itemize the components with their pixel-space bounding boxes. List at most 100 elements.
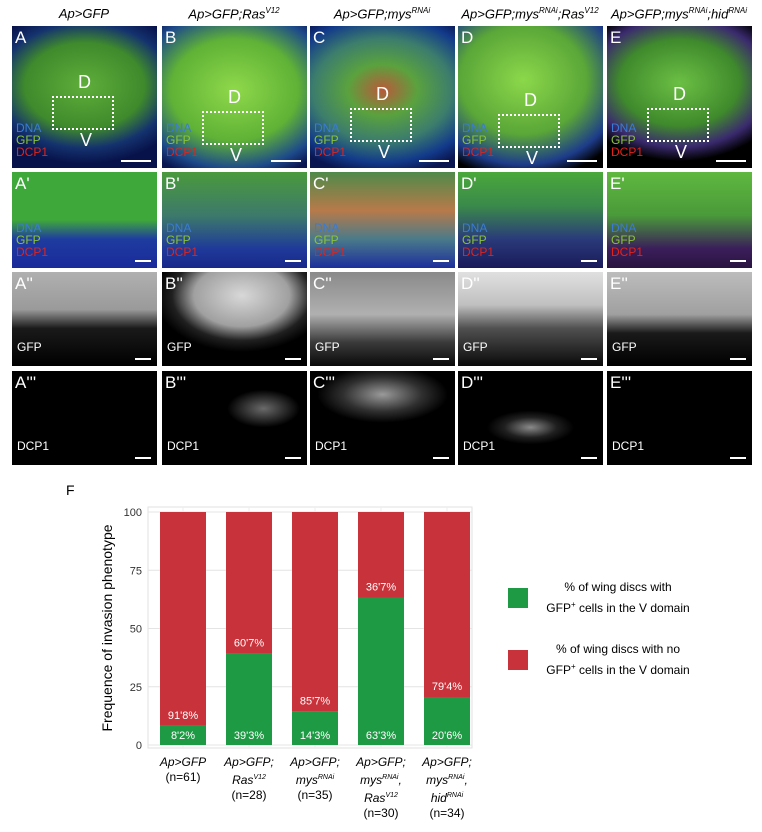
scale-bar xyxy=(567,160,597,162)
column-title-a: Ap>GFP xyxy=(58,6,110,21)
bar-green-label: 39'3% xyxy=(234,730,264,742)
microscopy-panel-c-row2: C'' GFP xyxy=(310,272,455,366)
bar-red-label: 79'4% xyxy=(432,681,462,693)
scale-bar xyxy=(285,457,301,459)
panel-label: C''' xyxy=(313,373,336,392)
panel-label: E xyxy=(610,28,622,47)
bar-red-label: 85'7% xyxy=(300,696,330,708)
x-tick-label: Ap>GFP; RasV12 (n=28) xyxy=(224,755,274,802)
panel-label: E''' xyxy=(610,373,632,392)
dna-label: DNA xyxy=(314,221,340,235)
bar-green xyxy=(226,653,272,745)
zoom-region-box xyxy=(52,96,114,130)
stain-legend: DNA GFP DCP1 xyxy=(462,222,494,258)
microscopy-panel-d-row2: D'' GFP xyxy=(458,272,603,366)
zoom-region-box xyxy=(498,114,560,148)
microscopy-panel-e-row1: E' DNA GFP DCP1 xyxy=(607,172,752,268)
zoom-region-box xyxy=(202,111,264,145)
panel-label: A''' xyxy=(15,373,37,392)
ventral-label: V xyxy=(230,145,243,165)
microscopy-panel-a-row1: A' DNA GFP DCP1 xyxy=(12,172,157,268)
gfp-label: GFP xyxy=(16,133,41,147)
scale-bar xyxy=(419,160,449,162)
ventral-label: V xyxy=(526,148,539,168)
panel-label: D'' xyxy=(461,274,480,293)
x-tick-label: Ap>GFP; mysRNAi, RasV12 (n=30) xyxy=(356,755,406,820)
plot-area xyxy=(147,506,473,749)
dcp1-channel-label: DCP1 xyxy=(17,439,50,453)
scale-bar xyxy=(135,260,151,262)
bar-red xyxy=(358,512,404,598)
bar-red-label: 60'7% xyxy=(234,637,264,649)
bar-green-label: 20'6% xyxy=(432,730,462,742)
dna-label: DNA xyxy=(166,221,192,235)
scale-bar xyxy=(285,358,301,360)
panel-label: B'' xyxy=(165,274,183,293)
y-tick-label: 25 xyxy=(130,682,142,694)
gfp-label: GFP xyxy=(166,133,191,147)
dna-label: DNA xyxy=(314,121,340,135)
gfp-label: GFP xyxy=(611,233,636,247)
y-tick-label: 0 xyxy=(136,740,142,752)
bar-red xyxy=(424,512,470,698)
panel-label: D xyxy=(461,28,474,47)
gfp-channel-label: GFP xyxy=(612,340,637,354)
scale-bar xyxy=(271,160,301,162)
dcp1-label: DCP1 xyxy=(462,145,495,159)
scale-bar xyxy=(581,358,597,360)
microscopy-panel-c-row1: C' DNA GFP DCP1 xyxy=(310,172,455,268)
dcp1-label: DCP1 xyxy=(462,245,495,259)
microscopy-panel-b-row3: B''' DCP1 xyxy=(162,371,307,465)
microscopy-panel-b-row1: B' DNA GFP DCP1 xyxy=(162,172,307,268)
microscopy-panel-d-row0: D DNA GFP DCP1 D V xyxy=(458,26,603,168)
bar-red xyxy=(226,512,272,654)
dcp1-channel-label: DCP1 xyxy=(167,439,200,453)
gfp-label: GFP xyxy=(314,233,339,247)
ventral-label: V xyxy=(80,130,93,150)
dorsal-label: D xyxy=(673,84,686,104)
gfp-label: GFP xyxy=(462,233,487,247)
gfp-label: GFP xyxy=(611,133,636,147)
microscopy-panel-b-row0: B DNA GFP DCP1 D V xyxy=(162,26,307,168)
dcp1-channel-label: DCP1 xyxy=(315,439,348,453)
column-title-d: Ap>GFP;mysRNAi;RasV12 xyxy=(461,6,599,22)
column-title-c: Ap>GFP;mysRNAi xyxy=(333,6,431,22)
panel-label: B xyxy=(165,28,177,47)
bar-red xyxy=(160,512,206,726)
scale-bar xyxy=(433,260,449,262)
dna-label: DNA xyxy=(16,221,42,235)
scale-bar xyxy=(433,358,449,360)
microscopy-panel-a-row0: A DNA GFP DCP1 D V xyxy=(12,26,157,168)
scale-bar xyxy=(581,457,597,459)
scale-bar xyxy=(730,260,746,262)
x-tick-label: Ap>GFP (n=61) xyxy=(159,755,207,784)
scale-bar xyxy=(730,457,746,459)
bar-green xyxy=(292,711,338,745)
dorsal-label: D xyxy=(228,87,241,107)
dcp1-label: DCP1 xyxy=(166,245,199,259)
bar-green xyxy=(358,597,404,745)
stain-legend: DNA GFP DCP1 xyxy=(16,122,48,158)
dna-label: DNA xyxy=(16,121,42,135)
dna-label: DNA xyxy=(462,221,488,235)
microscopy-panel-a-row3: A''' DCP1 xyxy=(12,371,157,465)
stain-legend: DNA GFP DCP1 xyxy=(16,222,48,258)
stain-legend: DNA GFP DCP1 xyxy=(314,122,346,158)
gfp-channel-label: GFP xyxy=(17,340,42,354)
panel-label: C xyxy=(313,28,326,47)
zoom-region-box xyxy=(350,108,412,142)
microscopy-panel-e-row2: E'' GFP xyxy=(607,272,752,366)
panel-label: A xyxy=(15,28,27,47)
bar-green xyxy=(160,725,206,745)
stain-legend: DNA GFP DCP1 xyxy=(611,122,643,158)
gfp-label: GFP xyxy=(314,133,339,147)
bar-green-label: 8'2% xyxy=(171,730,195,742)
zoom-region-box xyxy=(647,108,709,142)
panel-label: B' xyxy=(165,174,180,193)
scale-bar xyxy=(433,457,449,459)
legend-swatch xyxy=(508,588,528,608)
stain-legend: DNA GFP DCP1 xyxy=(166,222,198,258)
y-tick-label: 75 xyxy=(130,565,142,577)
gfp-label: GFP xyxy=(16,233,41,247)
bar-green xyxy=(424,697,470,745)
